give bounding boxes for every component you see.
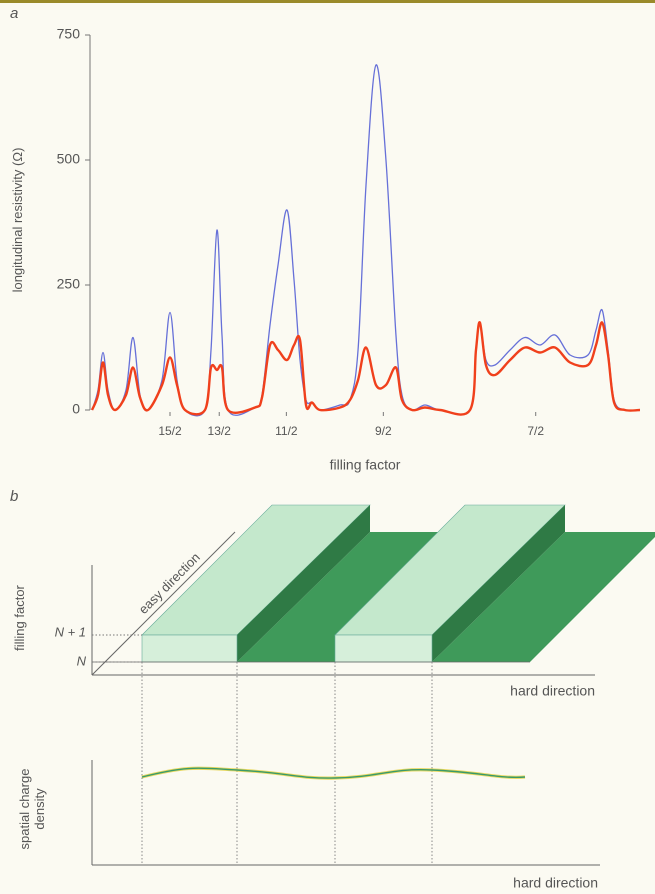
panel-label: a [10,5,18,22]
x-axis-label: hard direction [513,875,598,891]
x-tick-label: 13/2 [208,424,232,438]
x-tick-label: 7/2 [527,424,544,438]
x-tick-label: 9/2 [375,424,392,438]
x-axis-label: hard direction [510,683,595,699]
data-line [91,64,641,417]
easy-axis [91,531,236,676]
level-label: N [77,653,87,668]
x-axis-label: filling factor [330,457,401,473]
density-wave [141,767,526,779]
y-axis-label: filling factor [12,585,27,651]
y-axis-label: longitudinal resistivity (Ω) [10,147,25,293]
y-tick-label: 250 [57,276,81,292]
x-tick-label: 11/2 [275,424,298,438]
data-line [90,321,641,416]
x-tick-label: 15/2 [158,424,182,438]
panel-label: b [10,488,18,505]
top-rule [0,0,655,3]
blocks [92,504,655,663]
y-tick-label: 750 [57,26,81,42]
y-axis-label: spatial charge density [17,768,47,850]
guides [141,662,433,865]
y-tick-label: 0 [72,401,80,417]
y-tick-label: 500 [57,151,81,167]
level-label: N + 1 [55,624,86,639]
